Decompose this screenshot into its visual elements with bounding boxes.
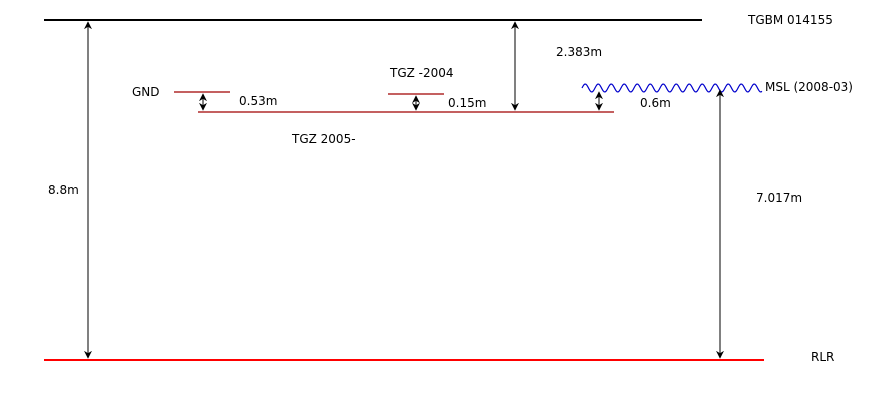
gnd-to-tgz-value: 0.53m	[239, 94, 277, 108]
tgbm-to-tgz-value: 2.383m	[556, 45, 602, 59]
tgz2004-to-tgz-value: 0.15m	[448, 96, 486, 110]
tgz-2005-label: TGZ 2005-	[291, 132, 356, 146]
msl-label: MSL (2008-03)	[765, 80, 853, 94]
rlr-to-msl-value: 7.017m	[756, 191, 802, 205]
rlr-to-tgbm-value: 8.8m	[48, 183, 79, 197]
tgz-2004-label: TGZ -2004	[389, 66, 454, 80]
gnd-label: GND	[132, 85, 160, 99]
tgbm-label: TGBM 014155	[747, 13, 833, 27]
rlr-label: RLR	[811, 350, 834, 364]
msl-wave	[581, 83, 763, 93]
msl-to-tgz-value: 0.6m	[640, 96, 671, 110]
